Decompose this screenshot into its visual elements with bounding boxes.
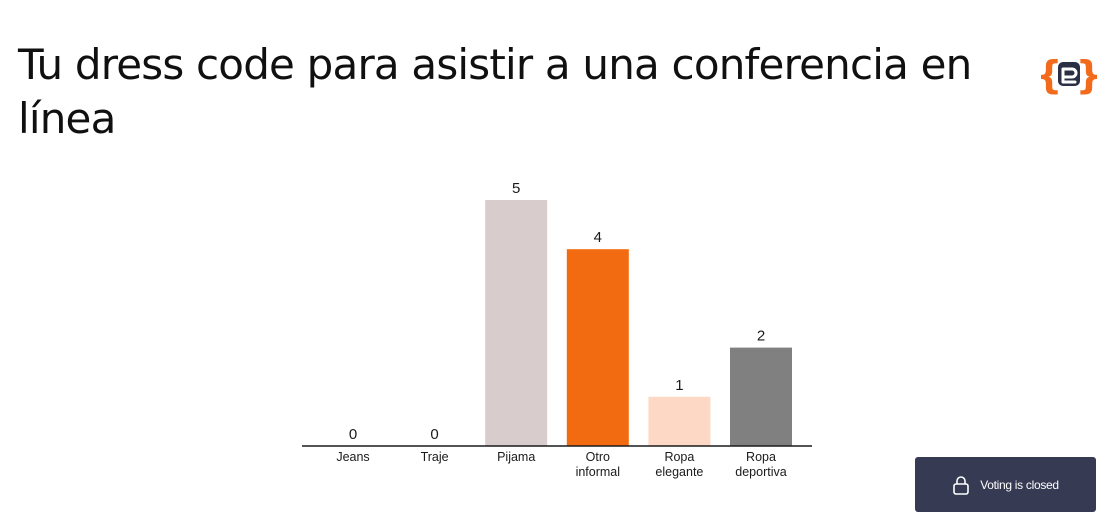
value-label-traje: 0 [430,426,438,443]
voting-status-badge: Voting is closed [915,457,1096,512]
value-label-otro-informal: 4 [594,229,602,246]
slide-title: Tu dress code para asistir a una confere… [18,40,972,143]
voting-status-label: Voting is closed [980,477,1059,492]
category-label-line: Pijama [497,450,535,464]
value-label-pijama: 5 [512,180,520,197]
value-label-ropa-deportiva: 2 [757,328,765,345]
category-label-line: Traje [421,450,449,464]
category-label-line: Otro [586,450,610,464]
brand-braces-logo-icon: { } [1041,53,1097,97]
bar-pijama [485,200,548,446]
category-label-jeans: Jeans [336,450,369,464]
value-label-ropa-elegante: 1 [675,377,683,394]
category-label-line: informal [576,465,620,479]
category-label-ropa-deportiva: Ropa deportiva [735,450,786,479]
category-label-line: Ropa [746,450,776,464]
bar-otro-informal [566,249,629,446]
category-label-traje: Traje [421,450,449,464]
category-label-line: elegante [655,465,703,479]
category-label-otro-informal: Otro informal [576,450,620,479]
lock-icon [953,475,970,495]
bar-ropa-elegante [648,396,711,446]
bar-ropa-deportiva [730,347,792,446]
category-label-line: Jeans [336,450,369,464]
category-label-ropa-elegante: Ropa elegante [655,450,703,479]
category-label-pijama: Pijama [497,450,535,464]
value-label-jeans: 0 [349,426,357,443]
category-label-line: Ropa [664,450,694,464]
category-label-line: deportiva [735,465,786,479]
